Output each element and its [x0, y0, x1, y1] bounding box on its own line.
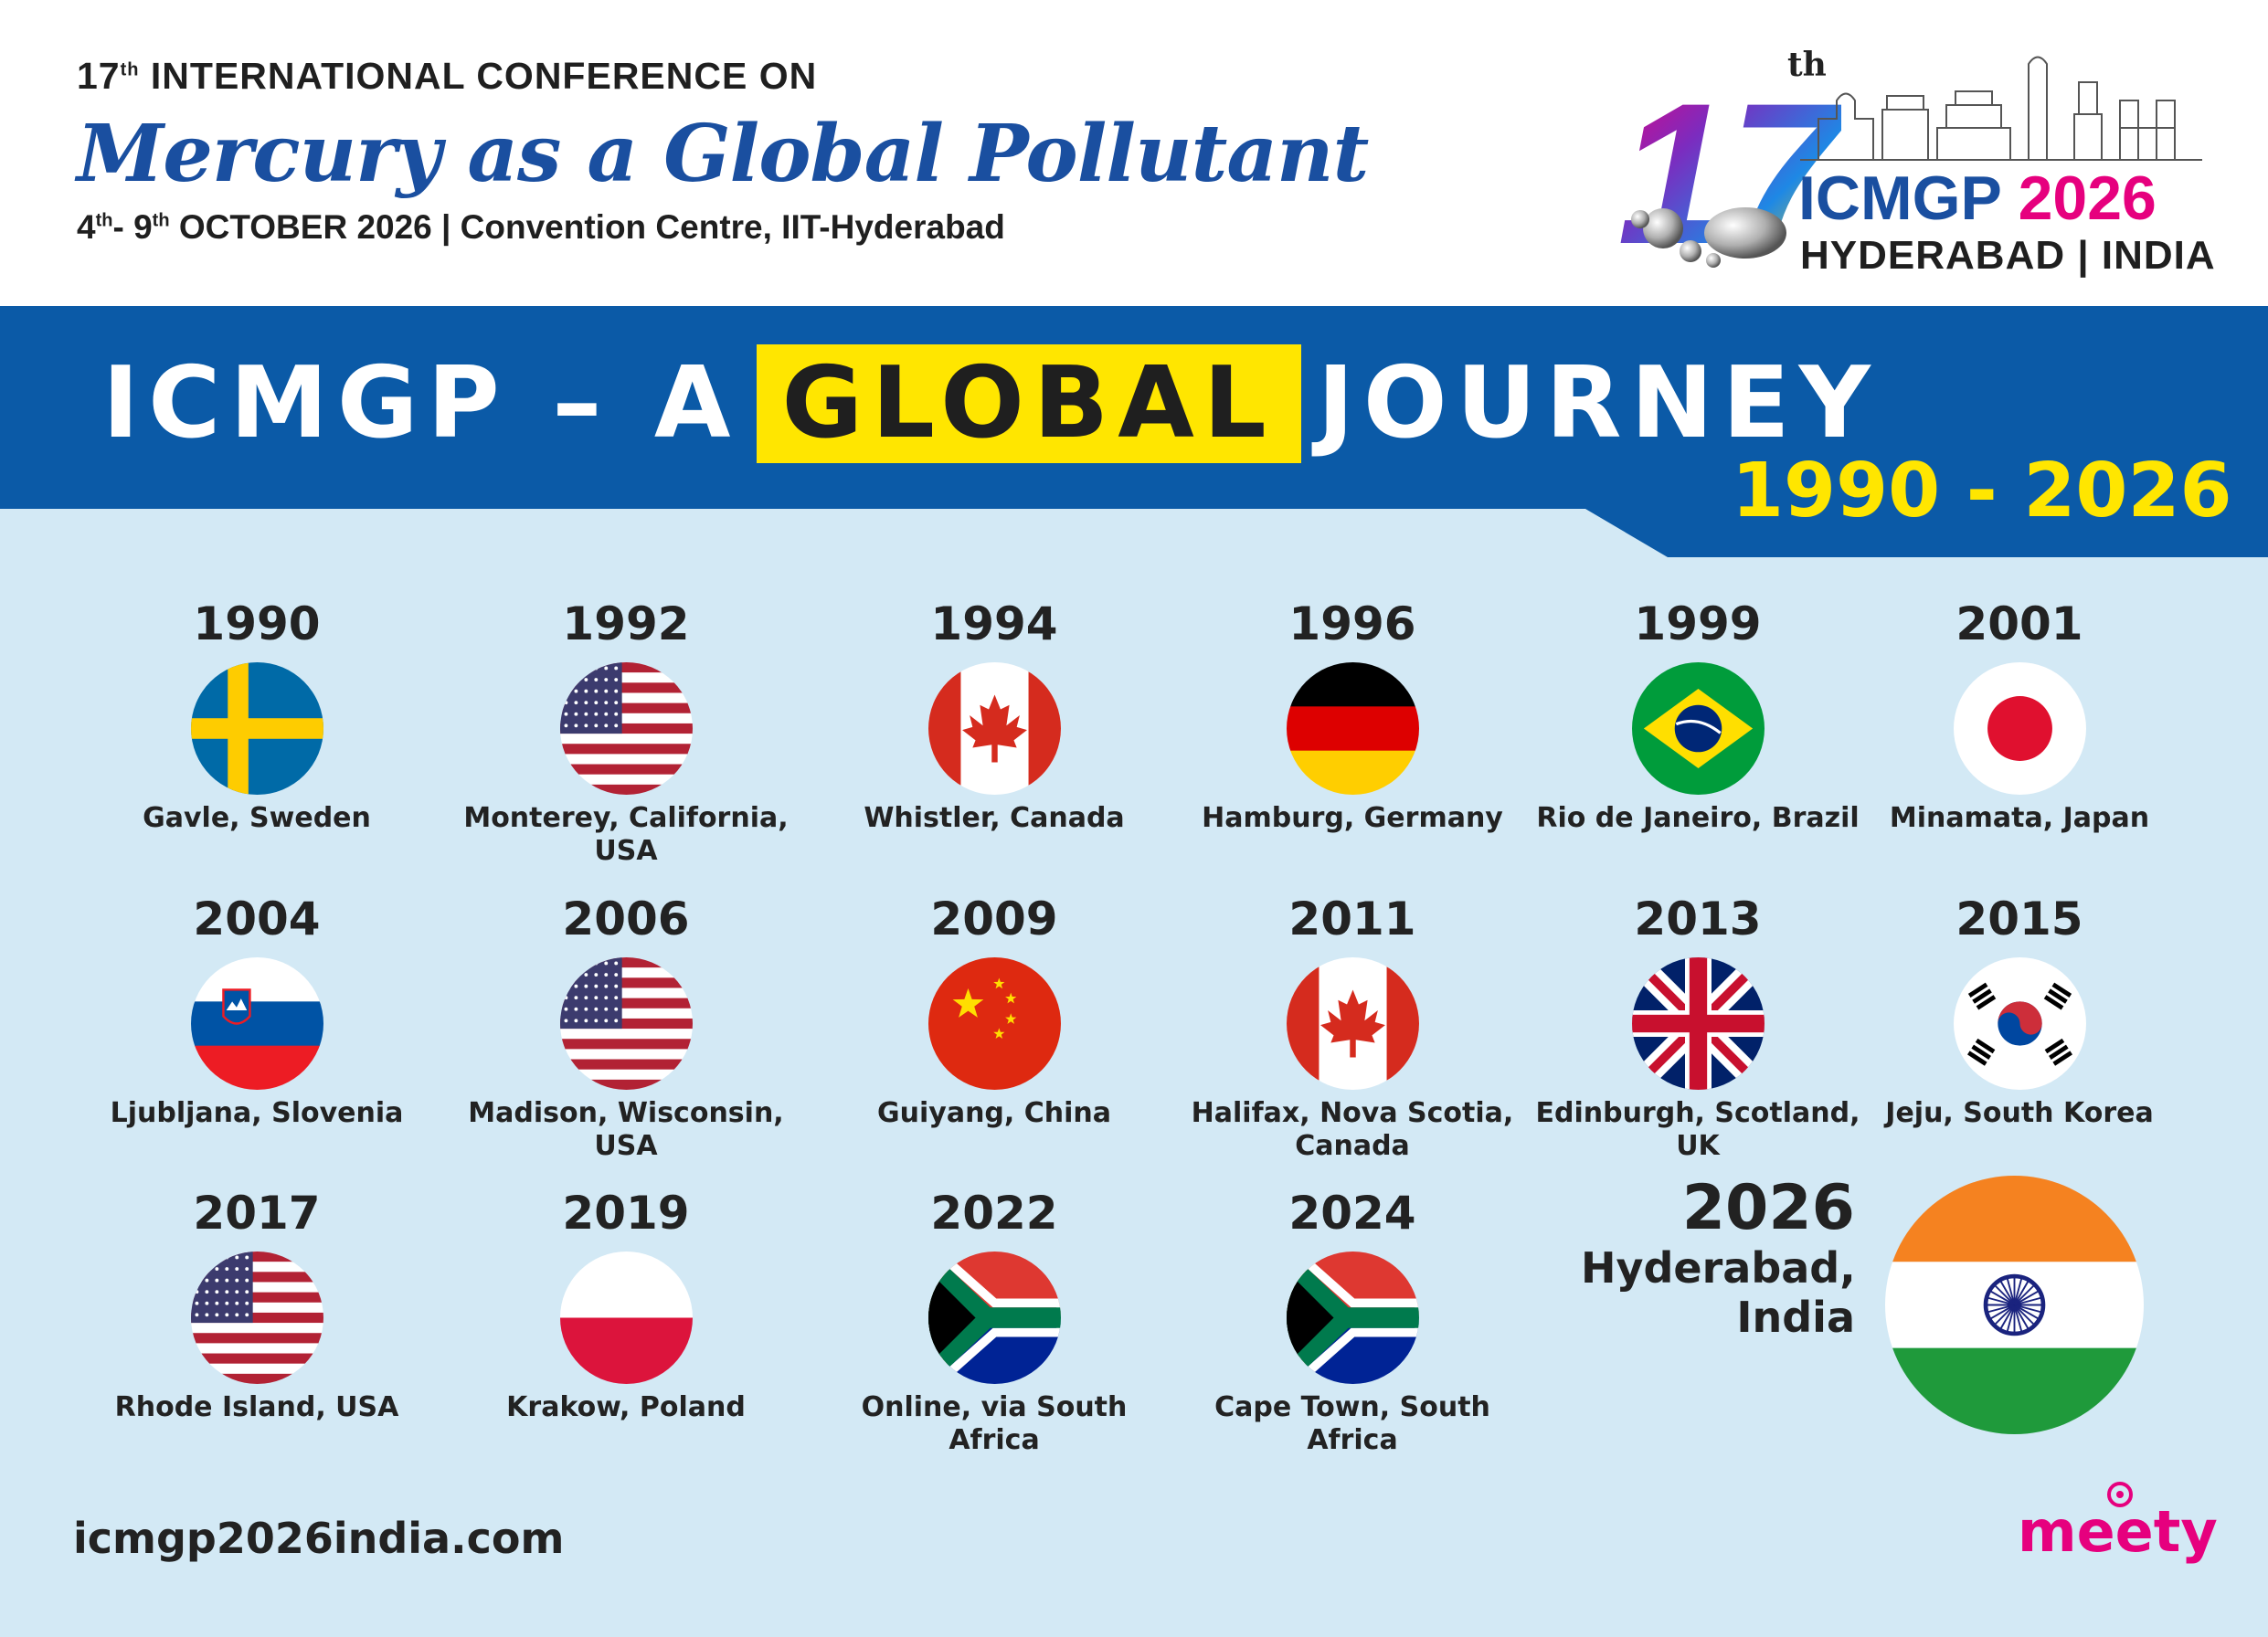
- upcoming-year: 2026: [1681, 1172, 1855, 1244]
- venue-item: 1992 Monterey, California, USA: [461, 598, 790, 868]
- edition-text: INTERNATIONAL CONFERENCE ON: [150, 55, 818, 97]
- japan-flag-icon: [1953, 662, 2086, 795]
- venue-item: 1994 Whistler, Canada: [830, 598, 1159, 835]
- logo-event-name: ICMGP: [1798, 164, 2001, 233]
- venue-year: 2011: [1288, 892, 1416, 945]
- venue-location: Guiyang, China: [877, 1097, 1111, 1129]
- logo-event: ICMGP 2026: [1798, 163, 2157, 234]
- india-flag-icon: [1885, 1176, 2144, 1434]
- venue-year: 2013: [1634, 892, 1762, 945]
- venue-year: 2022: [930, 1187, 1058, 1240]
- venue-location: Cape Town, South Africa: [1214, 1391, 1490, 1456]
- venue-item: 2006 Madison, Wisconsin, USA: [461, 893, 790, 1163]
- venue-location: Krakow, Poland: [506, 1391, 746, 1423]
- venue-location: Online, via South Africa: [861, 1391, 1128, 1456]
- logo-event-year: 2026: [2018, 164, 2157, 233]
- venue-location: Hamburg, Germany: [1202, 802, 1503, 834]
- south-korea-flag-icon: [1953, 957, 2086, 1090]
- poland-flag-icon: [559, 1252, 693, 1384]
- brazil-flag-icon: [1631, 662, 1765, 795]
- usa-flag-icon: [559, 662, 693, 795]
- venue-year: 1999: [1634, 597, 1762, 650]
- south-africa-flag-icon: [927, 1252, 1061, 1384]
- venue-location: Jeju, South Korea: [1885, 1097, 2154, 1129]
- venue-item: 1990 Gavle, Sweden: [92, 598, 421, 835]
- edition-number: 17: [77, 55, 121, 97]
- venue-item: 2024 Cape Town, South Africa: [1188, 1188, 1517, 1457]
- conference-dates: 4th- 9th OCTOBER 2026 | Convention Centr…: [77, 208, 1005, 247]
- venue-location: Halifax, Nova Scotia, Canada: [1191, 1097, 1514, 1162]
- banner-title-part2: JOURNEY: [1317, 346, 1880, 460]
- banner-title-part1: ICMGP – A: [102, 346, 740, 460]
- page-header: 17th INTERNATIONAL CONFERENCE ON Mercury…: [0, 0, 2268, 306]
- upcoming-location-line2: India: [1736, 1293, 1855, 1342]
- conference-title: Mercury as a Global Pollutant: [77, 108, 1369, 200]
- logo-place: HYDERABAD | INDIA: [1800, 233, 2216, 278]
- venue-year: 2009: [930, 892, 1058, 945]
- venue-location: Gavle, Sweden: [143, 802, 371, 834]
- germany-flag-icon: [1286, 662, 1419, 795]
- venue-year: 1992: [562, 597, 690, 650]
- banner-title: ICMGP – A GLOBAL JOURNEY: [102, 344, 1880, 463]
- venue-year: 2004: [193, 892, 321, 945]
- south-africa-flag-icon: [1286, 1252, 1419, 1384]
- uk-flag-icon: [1631, 957, 1765, 1090]
- slovenia-flag-icon: [190, 957, 323, 1090]
- banner-title-highlight: GLOBAL: [756, 344, 1301, 463]
- usa-flag-icon: [190, 1252, 323, 1384]
- venue-location: Minamata, Japan: [1889, 802, 2150, 834]
- upcoming-venue: 2026 Hyderabad, India: [1581, 1172, 1856, 1343]
- venue-year: 1996: [1288, 597, 1416, 650]
- china-flag-icon: [927, 957, 1061, 1090]
- canada-flag-icon: [1286, 957, 1419, 1090]
- website-link[interactable]: icmgp2026india.com: [73, 1514, 565, 1563]
- meety-pin-icon: [2107, 1482, 2133, 1507]
- venue-item: 2009 Guiyang, China: [830, 893, 1159, 1130]
- usa-flag-icon: [559, 957, 693, 1090]
- mercury-drops-icon: [1631, 207, 1786, 268]
- venue-year: 1994: [930, 597, 1058, 650]
- venue-year: 2019: [562, 1187, 690, 1240]
- venue-location: Rhode Island, USA: [114, 1391, 399, 1423]
- canada-flag-icon: [927, 662, 1061, 795]
- logo-suffix: th: [1787, 46, 1827, 84]
- venue-year: 2024: [1288, 1187, 1416, 1240]
- venue-item: 1996 Hamburg, Germany: [1188, 598, 1517, 835]
- venue-item: 2022 Online, via South Africa: [830, 1188, 1159, 1457]
- venue-item: 2011 Halifax, Nova Scotia, Canada: [1188, 893, 1517, 1163]
- icmgp-logo: 17 th ICMG: [1608, 46, 2230, 278]
- venue-item: 2004 Ljubljana, Slovenia: [92, 893, 421, 1130]
- venue-year: 2017: [193, 1187, 321, 1240]
- venue-item: 2013 Edinburgh, Scotland, UK: [1533, 893, 1862, 1163]
- venue-year: 1990: [193, 597, 321, 650]
- venue-item: 2015 Jeju, South Korea: [1855, 893, 2184, 1130]
- title-banner: ICMGP – A GLOBAL JOURNEY 1990 - 2026: [0, 306, 2268, 557]
- banner-year-range: 1990 - 2026: [1732, 448, 2232, 534]
- venue-item: 2017 Rhode Island, USA: [92, 1188, 421, 1424]
- venue-item: 1999 Rio de Janeiro, Brazil: [1533, 598, 1862, 835]
- venue-year: 2006: [562, 892, 690, 945]
- edition-suffix: th: [120, 59, 140, 80]
- date-start-suffix: th: [95, 210, 113, 231]
- venue-location: Ljubljana, Slovenia: [110, 1097, 404, 1129]
- venue-location: Edinburgh, Scotland, UK: [1535, 1097, 1860, 1162]
- date-start: 4: [77, 208, 96, 246]
- edition-line: 17th INTERNATIONAL CONFERENCE ON: [77, 55, 817, 98]
- date-end: 9: [133, 208, 153, 246]
- date-end-suffix: th: [152, 210, 170, 231]
- venue-year: 2001: [1955, 597, 2083, 650]
- sweden-flag-icon: [190, 662, 323, 795]
- date-separator: -: [112, 208, 134, 246]
- venue-item: 2001 Minamata, Japan: [1855, 598, 2184, 835]
- venue-location: Whistler, Canada: [864, 802, 1125, 834]
- meety-brand-logo: meety: [2018, 1498, 2218, 1565]
- venue-location: Monterey, California, USA: [463, 802, 789, 867]
- upcoming-location-line1: Hyderabad,: [1581, 1243, 1856, 1293]
- skyline-icon: [1800, 56, 2202, 161]
- date-venue: OCTOBER 2026 | Convention Centre, IIT-Hy…: [178, 208, 1005, 246]
- venue-location: Madison, Wisconsin, USA: [468, 1097, 784, 1162]
- venue-location: Rio de Janeiro, Brazil: [1536, 802, 1860, 834]
- venue-year: 2015: [1955, 892, 2083, 945]
- venue-item: 2019 Krakow, Poland: [461, 1188, 790, 1424]
